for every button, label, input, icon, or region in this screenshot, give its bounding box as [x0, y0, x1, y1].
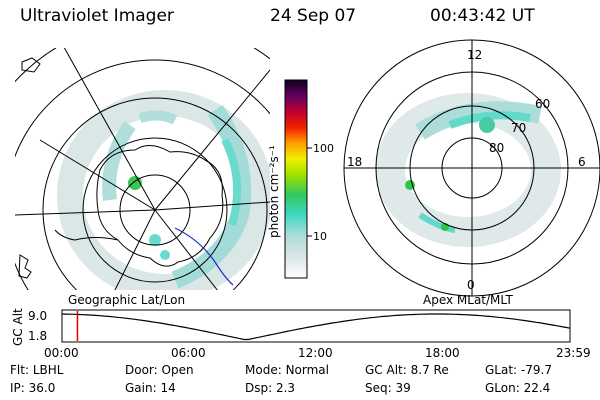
colorbar-unit-label: photon cm⁻²s⁻¹: [267, 145, 281, 238]
aurora-glow-left: [57, 90, 270, 290]
mlat-label-70: 70: [511, 121, 526, 135]
mlat-label-60: 60: [535, 97, 550, 111]
footer-dsp: Dsp: 2.3: [245, 381, 296, 395]
footer-glat: GLat: -79.7: [485, 363, 552, 377]
colorbar-tick-10: 10: [313, 230, 327, 243]
geographic-map: [15, 48, 270, 290]
mlt-label-0: 0: [467, 278, 475, 292]
footer-glon: GLon: 22.4: [485, 381, 551, 395]
colorbar: 100 10 photon cm⁻²s⁻¹: [267, 79, 334, 279]
apex-polar-map: 12 18 6 0 60 70 80: [343, 39, 600, 297]
timeline-xtick-1: 06:00: [171, 346, 206, 360]
timeline-ytick-min: 1.8: [28, 329, 47, 343]
timeline-ytick-max: 9.0: [28, 309, 47, 323]
timeline-xtick-4: 23:59: [556, 346, 591, 360]
left-map-label: Geographic Lat/Lon: [68, 293, 185, 307]
mlat-label-80: 80: [489, 141, 504, 155]
colorbar-tick-100: 100: [313, 142, 334, 155]
footer-mode: Mode: Normal: [245, 363, 329, 377]
date-label: 24 Sep 07: [270, 6, 357, 26]
footer-flt: Flt: LBHL: [10, 363, 64, 377]
mlt-label-6: 6: [578, 155, 586, 169]
mlt-label-18: 18: [347, 155, 362, 169]
time-label: 00:43:42 UT: [430, 6, 535, 26]
footer-gcalt: GC Alt: 8.7 Re: [365, 363, 449, 377]
footer-door: Door: Open: [125, 363, 194, 377]
timeline-ylabel: GC Alt: [11, 308, 25, 346]
altitude-curve: [61, 313, 571, 341]
timeline-xtick-2: 12:00: [298, 346, 333, 360]
footer-gain: Gain: 14: [125, 381, 176, 395]
altitude-timeline: GC Alt 9.0 1.8 00:00 06:00 12:00 18:00 23:59: [11, 308, 591, 360]
right-map-label: Apex MLat/MLT: [423, 293, 513, 307]
timeline-xtick-0: 00:00: [44, 346, 79, 360]
page-title: Ultraviolet Imager: [20, 6, 174, 26]
footer-seq: Seq: 39: [365, 381, 411, 395]
footer-ip: IP: 36.0: [10, 381, 56, 395]
timeline-xtick-3: 18:00: [425, 346, 460, 360]
mlt-label-12: 12: [467, 48, 482, 62]
